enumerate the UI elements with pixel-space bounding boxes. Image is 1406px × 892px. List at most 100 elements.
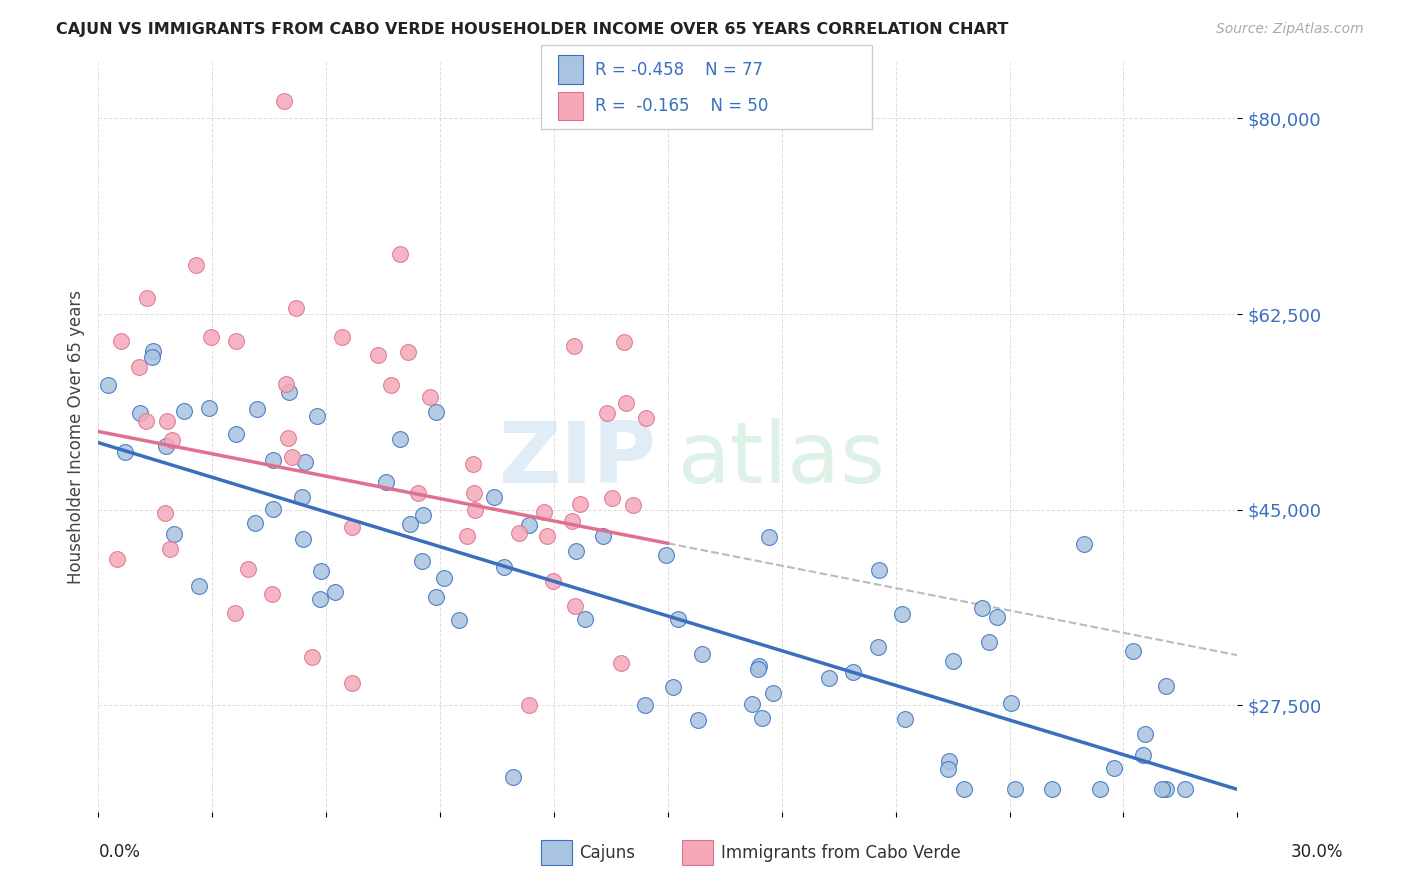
Point: [517, 518, 540, 533]
Point: [323, 585, 346, 599]
Text: CAJUN VS IMMIGRANTS FROM CABO VERDE HOUSEHOLDER INCOME OVER 65 YEARS CORRELATION: CAJUN VS IMMIGRANTS FROM CABO VERDE HOUS…: [56, 22, 1008, 37]
Point: [277, 431, 299, 445]
Point: [891, 607, 914, 621]
Point: [508, 525, 530, 540]
Point: [561, 514, 583, 528]
Point: [129, 406, 152, 420]
Point: [1042, 782, 1064, 797]
Point: [105, 552, 128, 566]
Point: [97, 378, 120, 392]
Point: [291, 490, 314, 504]
Text: 30.0%: 30.0%: [1291, 843, 1343, 861]
Point: [952, 782, 974, 797]
Text: atlas: atlas: [678, 418, 886, 501]
Text: Immigrants from Cabo Verde: Immigrants from Cabo Verde: [721, 844, 962, 862]
Point: [482, 490, 505, 504]
Point: [260, 587, 283, 601]
Point: [155, 439, 177, 453]
Point: [155, 507, 177, 521]
Point: [977, 634, 1000, 648]
Text: R = -0.458    N = 77: R = -0.458 N = 77: [595, 61, 762, 78]
Point: [751, 711, 773, 725]
Point: [894, 712, 917, 726]
Point: [536, 529, 558, 543]
Point: [655, 548, 678, 562]
Point: [128, 360, 150, 375]
Point: [134, 414, 156, 428]
Point: [541, 574, 564, 589]
Point: [938, 754, 960, 768]
Point: [600, 491, 623, 505]
Point: [340, 520, 363, 534]
Point: [284, 301, 307, 315]
Point: [634, 698, 657, 712]
Point: [758, 530, 780, 544]
Point: [464, 503, 486, 517]
Point: [686, 714, 709, 728]
Point: [142, 343, 165, 358]
Point: [610, 657, 633, 671]
Point: [972, 601, 994, 615]
Point: [456, 529, 478, 543]
Point: [200, 329, 222, 343]
Point: [162, 527, 184, 541]
Point: [173, 404, 195, 418]
Point: [1150, 782, 1173, 797]
Point: [747, 662, 769, 676]
Point: [375, 475, 398, 489]
Point: [396, 345, 419, 359]
Point: [942, 655, 965, 669]
Point: [309, 591, 332, 606]
Point: [114, 445, 136, 459]
Point: [494, 559, 516, 574]
Point: [155, 414, 177, 428]
Point: [1135, 727, 1157, 741]
Point: [613, 334, 636, 349]
Point: [574, 612, 596, 626]
Point: [278, 384, 301, 399]
Point: [412, 508, 434, 522]
Point: [367, 348, 389, 362]
Point: [1000, 696, 1022, 710]
Point: [273, 94, 295, 108]
Point: [634, 410, 657, 425]
Point: [1122, 644, 1144, 658]
Point: [1154, 679, 1177, 693]
Point: [311, 564, 333, 578]
Point: [294, 455, 316, 469]
Point: [262, 502, 284, 516]
Point: [399, 516, 422, 531]
Point: [159, 542, 181, 557]
Point: [433, 571, 456, 585]
Point: [307, 409, 329, 423]
Point: [186, 258, 208, 272]
Point: [160, 434, 183, 448]
Point: [1088, 782, 1111, 797]
Point: [388, 432, 411, 446]
Point: [245, 516, 267, 531]
Point: [110, 334, 132, 348]
Point: [262, 453, 284, 467]
Text: Source: ZipAtlas.com: Source: ZipAtlas.com: [1216, 22, 1364, 37]
Point: [188, 579, 211, 593]
Point: [461, 457, 484, 471]
Point: [246, 401, 269, 416]
Text: R =  -0.165    N = 50: R = -0.165 N = 50: [595, 97, 768, 115]
Text: ZIP: ZIP: [498, 418, 655, 501]
Point: [301, 650, 323, 665]
Point: [380, 377, 402, 392]
Point: [621, 499, 644, 513]
Point: [224, 606, 246, 620]
Point: [938, 762, 960, 776]
Point: [425, 590, 447, 604]
Point: [690, 648, 713, 662]
Point: [1132, 747, 1154, 762]
Point: [842, 665, 865, 679]
Point: [236, 562, 259, 576]
Point: [818, 671, 841, 685]
Point: [225, 426, 247, 441]
Point: [1102, 761, 1125, 775]
Point: [141, 350, 163, 364]
Point: [340, 675, 363, 690]
Point: [292, 532, 315, 546]
